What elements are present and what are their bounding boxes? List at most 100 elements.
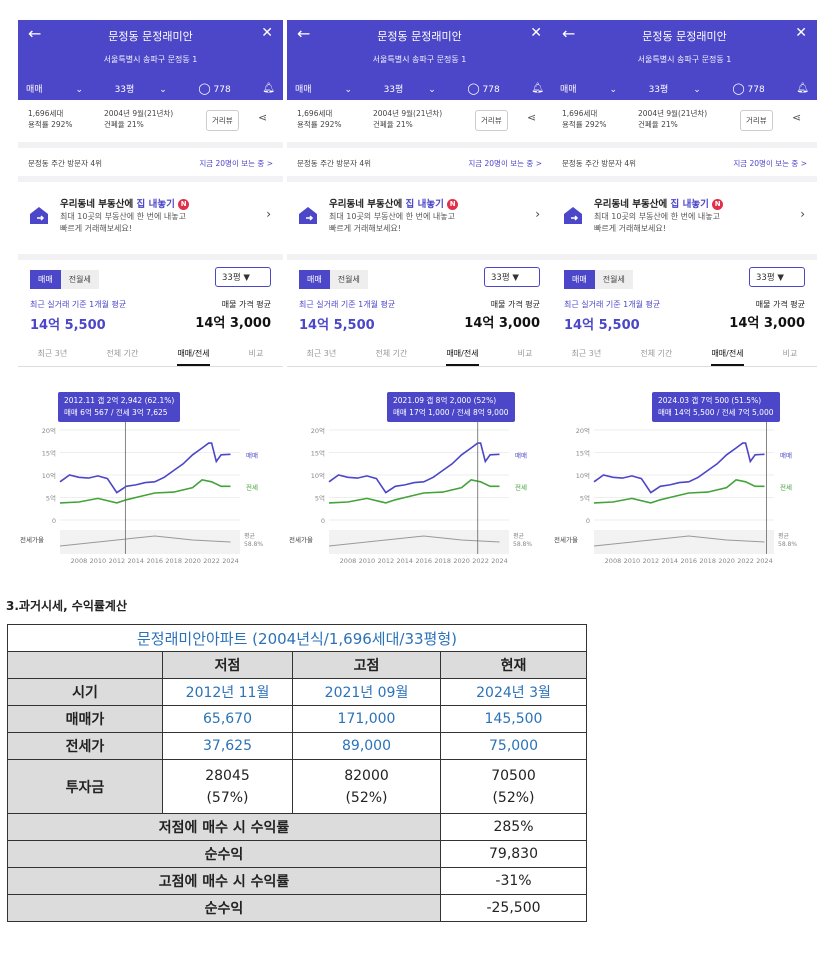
comment-icon: ◯ xyxy=(732,81,745,95)
tab-all-period[interactable]: 전체 기간 xyxy=(640,349,673,358)
close-icon[interactable]: ✕ xyxy=(530,25,542,41)
viewers-now-link[interactable]: 지금 20명이 보는 중 > xyxy=(199,159,273,168)
size-select[interactable]: 33평 ▼ xyxy=(215,267,271,287)
listing-promo[interactable]: 우리동네 부동산에 집 내놓기 N 최대 10곳의 부동산에 한 번에 내놓고 빠… xyxy=(18,182,283,260)
built-year: 2004년 9월(21년차) xyxy=(638,109,708,118)
listing-price-value: 14억 3,000 xyxy=(464,316,540,331)
tab-all-period[interactable]: 전체 기간 xyxy=(106,349,139,358)
row-label: 고점에 매수 시 수익률 xyxy=(7,867,441,895)
tab-recent-3y[interactable]: 최근 3년 xyxy=(571,349,602,358)
table-cell: 145,500 xyxy=(440,705,587,733)
viewers-now-link[interactable]: 지금 20명이 보는 중 > xyxy=(733,159,807,168)
comments-button[interactable]: ◯ 778 xyxy=(467,81,500,95)
table-cell: -25,500 xyxy=(440,894,587,922)
new-badge: N xyxy=(178,199,190,210)
toggle-sale[interactable]: 매매 xyxy=(30,270,61,289)
deal-toggle: 매매 전월세 xyxy=(299,270,368,289)
tab-compare[interactable]: 비교 xyxy=(248,349,264,358)
visitor-banner[interactable]: 문정동 주간 방문자 4위 지금 20명이 보는 중 > xyxy=(287,148,552,182)
bell-icon[interactable]: 🔔︎ xyxy=(796,82,809,94)
tab-compare[interactable]: 비교 xyxy=(517,349,533,358)
tab-sale-rent[interactable]: 매매/전세 xyxy=(177,345,210,366)
table-corner xyxy=(7,651,163,679)
toggle-rent[interactable]: 전월세 xyxy=(594,270,633,289)
app-panel-2: ← 문정동 문정래미안 ✕ 서울특별시 송파구 문정동 1 매매 ⌄ 33평 ⌄… xyxy=(287,20,552,573)
x-tick-label: 2014 xyxy=(128,557,145,565)
col-now: 현재 xyxy=(440,651,587,679)
tab-sale-rent[interactable]: 매매/전세 xyxy=(711,345,744,366)
tab-compare[interactable]: 비교 xyxy=(782,349,798,358)
complex-info: 1,696세대 용적률 292% 2004년 9월(21년차) 건폐율 21% 거리… xyxy=(18,100,283,148)
complex-title: 문정동 문정래미안 xyxy=(108,30,193,43)
x-tick-label: 2016 xyxy=(146,557,163,565)
size-select[interactable]: 33평 ▼ xyxy=(749,267,805,287)
toggle-rent[interactable]: 전월세 xyxy=(60,270,99,289)
back-arrow-icon[interactable]: ← xyxy=(562,24,576,43)
deal-type-dropdown[interactable]: 매매 ⌄ xyxy=(26,84,83,95)
deal-type-dropdown[interactable]: 매매 ⌄ xyxy=(295,84,352,95)
x-tick-label: 2022 xyxy=(472,557,489,565)
toggle-rent[interactable]: 전월세 xyxy=(329,270,368,289)
table-cell: 75,000 xyxy=(440,732,587,760)
size-dropdown[interactable]: 33평 ⌄ xyxy=(383,84,436,95)
house-icon xyxy=(564,207,582,224)
avg-label: 평균 xyxy=(513,532,525,540)
listing-price-label: 매물 가격 평균 xyxy=(221,300,271,309)
close-icon[interactable]: ✕ xyxy=(795,25,807,41)
promo-title: 우리동네 부동산에 집 내놓기 N xyxy=(60,196,190,210)
table-cell: 285% xyxy=(440,813,587,841)
share-icon[interactable]: ⋖ xyxy=(258,111,268,124)
share-icon[interactable]: ⋖ xyxy=(792,111,802,124)
gap-band xyxy=(594,530,774,554)
share-icon[interactable]: ⋖ xyxy=(527,111,537,124)
complex-info: 1,696세대 용적률 292% 2004년 9월(21년차) 건폐율 21% 거리… xyxy=(552,100,817,148)
deal-type-dropdown[interactable]: 매매 ⌄ xyxy=(560,84,617,95)
tab-sale-rent[interactable]: 매매/전세 xyxy=(446,345,479,366)
viewers-now-link[interactable]: 지금 20명이 보는 중 > xyxy=(468,159,542,168)
x-tick-label: 2022 xyxy=(203,557,220,565)
size-dropdown[interactable]: 33평 ⌄ xyxy=(114,84,167,95)
table-cell: 70500 (52%) xyxy=(440,759,587,814)
gap-line xyxy=(328,535,500,547)
bell-icon[interactable]: 🔔︎ xyxy=(531,82,544,94)
promo-text: 최대 10곳의 부동산에 한 번에 내놓고 빠르게 거래해보세요! xyxy=(329,212,455,233)
row-label: 전세가 xyxy=(7,732,163,760)
series-line-1 xyxy=(328,442,500,494)
table-cell: 82000 (52%) xyxy=(292,759,441,814)
x-tick-label: 2012 xyxy=(378,557,395,565)
streetview-button[interactable]: 거리뷰 xyxy=(206,110,239,131)
x-tick-label: 2010 xyxy=(624,557,641,565)
toggle-sale[interactable]: 매매 xyxy=(564,270,595,289)
listing-promo[interactable]: 우리동네 부동산에 집 내놓기 N 최대 10곳의 부동산에 한 번에 내놓고 빠… xyxy=(552,182,817,260)
comments-button[interactable]: ◯ 778 xyxy=(198,81,231,95)
tab-all-period[interactable]: 전체 기간 xyxy=(375,349,408,358)
visitor-rank: 문정동 주간 방문자 4위 xyxy=(297,159,372,168)
price-chart[interactable]: 20억 15억 10억 5억 0 2008 2010 2012 2014 2016 2018 2020… xyxy=(287,20,552,573)
size-select[interactable]: 33평 ▼ xyxy=(484,267,540,287)
promo-text: 최대 10곳의 부동산에 한 번에 내놓고 빠르게 거래해보세요! xyxy=(60,212,186,233)
visitor-banner[interactable]: 문정동 주간 방문자 4위 지금 20명이 보는 중 > xyxy=(18,148,283,182)
x-tick-label: 2008 xyxy=(71,557,88,565)
listing-promo[interactable]: 우리동네 부동산에 집 내놓기 N 최대 10곳의 부동산에 한 번에 내놓고 빠… xyxy=(287,182,552,260)
gap-line xyxy=(593,535,765,547)
price-chart[interactable]: 20억 15억 10억 5억 0 2008 2010 2012 2014 2016 2018 2020… xyxy=(18,20,283,573)
x-tick-label: 2010 xyxy=(359,557,376,565)
price-chart[interactable]: 20억 15억 10억 5억 0 2008 2010 2012 2014 2016 2018 2020… xyxy=(552,20,817,573)
streetview-button[interactable]: 거리뷰 xyxy=(740,110,773,131)
tab-recent-3y[interactable]: 최근 3년 xyxy=(306,349,337,358)
back-arrow-icon[interactable]: ← xyxy=(297,24,311,43)
tab-recent-3y[interactable]: 최근 3년 xyxy=(37,349,68,358)
close-icon[interactable]: ✕ xyxy=(261,25,273,41)
comments-button[interactable]: ◯ 778 xyxy=(732,81,765,95)
back-arrow-icon[interactable]: ← xyxy=(28,24,42,43)
toggle-sale[interactable]: 매매 xyxy=(299,270,330,289)
x-tick-label: 2018 xyxy=(434,557,451,565)
y-tick-label: 0 xyxy=(52,517,56,525)
series-line-1 xyxy=(59,442,231,494)
row-label: 매매가 xyxy=(7,705,163,733)
streetview-button[interactable]: 거리뷰 xyxy=(475,110,508,131)
size-dropdown[interactable]: 33평 ⌄ xyxy=(648,84,701,95)
visitor-banner[interactable]: 문정동 주간 방문자 4위 지금 20명이 보는 중 > xyxy=(552,148,817,182)
bell-icon[interactable]: 🔔︎ xyxy=(262,82,275,94)
comment-icon: ◯ xyxy=(198,81,211,95)
